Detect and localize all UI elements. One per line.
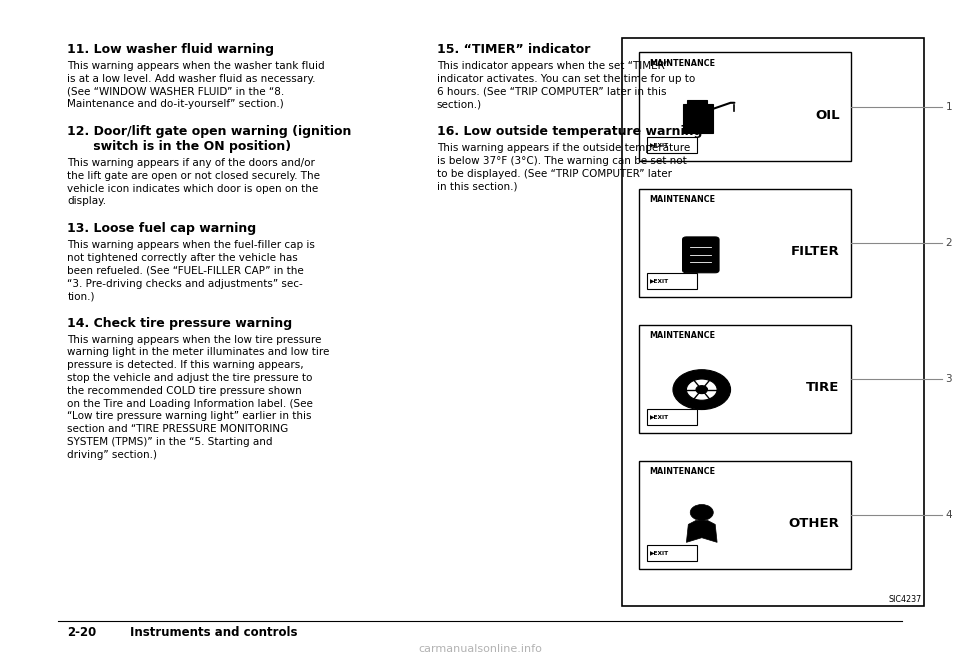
Text: This indicator appears when the set “TIMER”
indicator activates. You can set the: This indicator appears when the set “TIM… xyxy=(437,61,695,110)
Text: carmanualsonline.info: carmanualsonline.info xyxy=(418,644,542,654)
FancyBboxPatch shape xyxy=(683,104,713,133)
Text: 2-20: 2-20 xyxy=(67,626,96,639)
Text: ▶EXIT: ▶EXIT xyxy=(650,142,669,147)
FancyBboxPatch shape xyxy=(683,237,719,273)
Text: ▶EXIT: ▶EXIT xyxy=(650,550,669,556)
Text: This warning appears when the washer tank fluid
is at a low level. Add washer fl: This warning appears when the washer tan… xyxy=(67,61,324,110)
FancyBboxPatch shape xyxy=(639,325,852,433)
Text: MAINTENANCE: MAINTENANCE xyxy=(649,467,715,477)
Text: MAINTENANCE: MAINTENANCE xyxy=(649,195,715,205)
Circle shape xyxy=(686,379,717,400)
Text: 11. Low washer fluid warning: 11. Low washer fluid warning xyxy=(67,43,275,56)
FancyBboxPatch shape xyxy=(687,100,707,108)
FancyBboxPatch shape xyxy=(647,409,697,425)
FancyBboxPatch shape xyxy=(647,137,697,153)
FancyBboxPatch shape xyxy=(639,461,852,569)
Text: 13. Loose fuel cap warning: 13. Loose fuel cap warning xyxy=(67,222,256,236)
Text: This warning appears if any of the doors and/or
the lift gate are open or not cl: This warning appears if any of the doors… xyxy=(67,158,321,207)
FancyBboxPatch shape xyxy=(622,38,924,606)
FancyBboxPatch shape xyxy=(639,189,852,297)
FancyBboxPatch shape xyxy=(647,545,697,561)
Text: TIRE: TIRE xyxy=(806,381,839,394)
FancyBboxPatch shape xyxy=(647,273,697,289)
Text: 1: 1 xyxy=(946,102,952,112)
Text: OIL: OIL xyxy=(815,109,839,122)
Text: 16. Low outside temperature warning: 16. Low outside temperature warning xyxy=(437,125,702,139)
Text: ▶EXIT: ▶EXIT xyxy=(650,278,669,284)
Text: 12. Door/lift gate open warning (ignition
      switch is in the ON position): 12. Door/lift gate open warning (ignitio… xyxy=(67,125,351,153)
Text: 14. Check tire pressure warning: 14. Check tire pressure warning xyxy=(67,317,293,330)
FancyBboxPatch shape xyxy=(639,52,852,161)
Text: This warning appears when the fuel-filler cap is
not tightened correctly after t: This warning appears when the fuel-fille… xyxy=(67,240,315,301)
Text: Instruments and controls: Instruments and controls xyxy=(130,626,297,639)
Text: MAINTENANCE: MAINTENANCE xyxy=(649,331,715,341)
Text: MAINTENANCE: MAINTENANCE xyxy=(649,59,715,68)
Text: ▶EXIT: ▶EXIT xyxy=(650,414,669,420)
Text: 4: 4 xyxy=(946,510,952,520)
Text: 15. “TIMER” indicator: 15. “TIMER” indicator xyxy=(437,43,590,56)
Text: 2: 2 xyxy=(946,238,952,248)
Text: SIC4237: SIC4237 xyxy=(888,594,922,604)
Circle shape xyxy=(690,505,713,521)
Text: This warning appears when the low tire pressure
warning light in the meter illum: This warning appears when the low tire p… xyxy=(67,335,329,460)
Polygon shape xyxy=(686,521,717,542)
Text: FILTER: FILTER xyxy=(791,245,839,258)
Circle shape xyxy=(696,386,708,394)
Text: 3: 3 xyxy=(946,374,952,384)
Text: OTHER: OTHER xyxy=(789,517,839,530)
Text: This warning appears if the outside temperature
is below 37°F (3°C). The warning: This warning appears if the outside temp… xyxy=(437,143,690,192)
Circle shape xyxy=(673,370,731,410)
